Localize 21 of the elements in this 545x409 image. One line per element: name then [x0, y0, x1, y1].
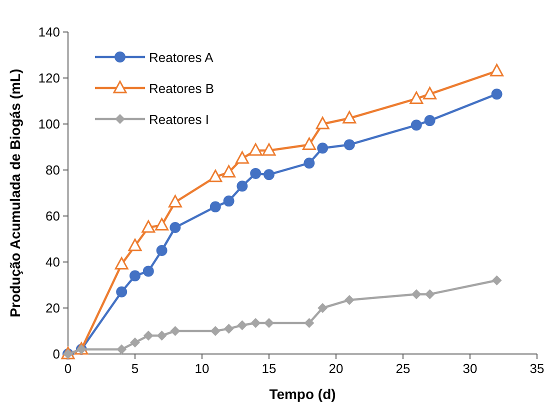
x-tick-label: 25	[396, 361, 410, 376]
y-tick-label: 20	[46, 300, 60, 316]
x-tick-label: 0	[64, 361, 72, 376]
y-tick-label: 60	[46, 208, 60, 224]
legend-label: Reatores B	[149, 81, 214, 96]
y-tick-label: 120	[38, 70, 60, 86]
legend-label: Reatores A	[149, 50, 214, 65]
x-tick-label: 5	[131, 361, 139, 376]
x-tick-label: 10	[194, 361, 210, 376]
y-tick-label: 80	[46, 162, 60, 178]
y-tick-label: 0	[52, 346, 60, 362]
x-axis-title: Tempo (d)	[269, 386, 336, 402]
x-tick-label: 35	[530, 361, 544, 376]
y-tick-label: 40	[46, 254, 60, 270]
legend-label: Reatores I	[149, 112, 209, 127]
y-axis-title: Produção Acumulada de Biogás (mL)	[7, 68, 23, 318]
y-tick-label: 140	[38, 24, 60, 40]
x-tick-label: 20	[328, 361, 344, 376]
y-tick-label: 100	[38, 116, 60, 132]
x-tick-label: 30	[462, 361, 478, 376]
x-tick-label: 15	[262, 361, 276, 376]
